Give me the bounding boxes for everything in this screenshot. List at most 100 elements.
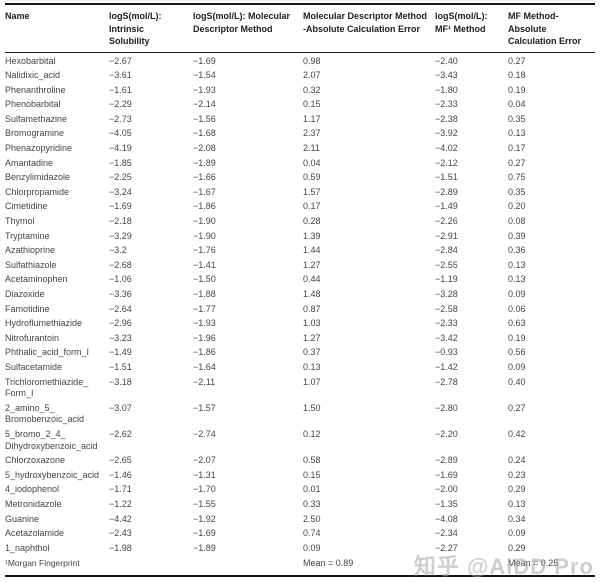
compound-name-cell: Sulfacetamide: [5, 361, 63, 372]
value-cell: 0.15: [303, 99, 321, 110]
value-cell: −3.61: [109, 70, 132, 81]
table-row: Cimetidine −1.69 −1.86 0.17 −1.49 0.20: [5, 198, 595, 213]
compound-name-cell: Amantadine: [5, 157, 54, 168]
empty-cell: [109, 554, 193, 577]
compound-name-cell: Chlorpropamide: [5, 186, 70, 197]
table-row: Acetazolamide −2.43 −1.69 0.74 −2.34 0.09: [5, 525, 595, 540]
value-cell: −3.36: [109, 289, 132, 299]
value-cell: −3.23: [109, 332, 132, 343]
table-row: Azathioprine −3.2 −1.76 1.44 −2.84 0.36: [5, 242, 595, 257]
value-cell: −1.92: [193, 513, 216, 524]
value-cell: −2.12: [435, 157, 458, 168]
value-cell: −1.42: [435, 361, 458, 372]
column-header-3: Molecular Descriptor Method -Absolute Ca…: [303, 4, 435, 53]
table-row: Tryptamine −3.29 −1.90 1.39 −2.91 0.39: [5, 228, 595, 243]
value-cell: 0.17: [508, 143, 526, 154]
value-cell: 2.50: [303, 513, 321, 524]
value-cell: 0.34: [508, 513, 526, 524]
value-cell: −2.33: [435, 318, 458, 329]
compound-name-cell: Tryptamine: [5, 230, 50, 241]
value-cell: −3.24: [109, 186, 132, 197]
value-cell: −2.78: [435, 376, 458, 387]
value-cell: −1.69: [193, 528, 216, 539]
value-cell: −3.28: [435, 289, 458, 299]
table-row: Chlorzoxazone −2.65 −2.07 0.58 −2.89 0.24: [5, 452, 595, 467]
table-row: Guanine −4.42 −1.92 2.50 −4.08 0.34: [5, 511, 595, 526]
value-cell: −1.98: [109, 542, 132, 553]
value-cell: −1.69: [109, 201, 132, 212]
compound-name-cell: Benzylimidazole: [5, 172, 71, 183]
value-cell: −3.29: [109, 230, 132, 241]
value-cell: −1.69: [193, 55, 216, 66]
value-cell: 1.17: [303, 113, 321, 124]
table-row: Hydroflumethiazide −2.96 −1.93 1.03 −2.33 0.6…: [5, 315, 595, 330]
value-cell: 0.28: [303, 216, 321, 227]
value-cell: 1.27: [303, 259, 321, 270]
value-cell: −2.38: [435, 113, 458, 124]
compound-name-cell: 5_hydroxybenzoic_acid: [5, 469, 100, 480]
value-cell: 0.08: [508, 216, 526, 227]
table-row: Famotidine −2.64 −1.77 0.87 −2.58 0.06: [5, 301, 595, 316]
compound-name-cell: 2_amino_5_ Bromobenzoic_acid: [5, 402, 85, 425]
value-cell: −1.68: [193, 128, 216, 139]
empty-cell: [193, 554, 303, 577]
footer-row: ¹Morgan Fingerprint Mean = 0.89 Mean = 0.2…: [5, 554, 595, 577]
value-cell: 0.33: [303, 498, 321, 509]
compound-name-cell: Nitrofurantoin: [5, 332, 60, 343]
value-cell: −2.89: [435, 186, 458, 197]
table-row: 4_iodophenol −1.71 −1.70 0.01 −2.00 0.29: [5, 481, 595, 496]
value-cell: 0.44: [303, 274, 321, 285]
value-cell: 1.27: [303, 332, 321, 343]
value-cell: −2.33: [435, 99, 458, 110]
value-cell: 0.04: [508, 99, 526, 110]
compound-name-cell: 1_naphthol: [5, 542, 50, 553]
value-cell: 0.56: [508, 347, 526, 358]
value-cell: −2.62: [109, 428, 132, 439]
value-cell: −1.77: [193, 303, 216, 314]
value-cell: −1.57: [193, 402, 216, 413]
column-header-0: Name: [5, 4, 109, 53]
value-cell: 0.59: [303, 172, 321, 183]
value-cell: 0.27: [508, 402, 526, 413]
value-cell: −1.54: [193, 70, 216, 81]
value-cell: 0.09: [508, 289, 526, 299]
value-cell: −1.90: [193, 230, 216, 241]
value-cell: −2.91: [435, 230, 458, 241]
value-cell: −2.20: [435, 428, 458, 439]
table-row: Phenanthroline −1.61 −1.93 0.32 −1.80 0.19: [5, 82, 595, 97]
value-cell: −1.90: [193, 216, 216, 227]
value-cell: −3.43: [435, 70, 458, 81]
table-row: Nalidixic_acid −3.61 −1.54 2.07 −3.43 0.18: [5, 67, 595, 82]
value-cell: −2.55: [435, 259, 458, 270]
value-cell: −1.80: [435, 84, 458, 95]
compound-name-cell: Phenazopyridine: [5, 143, 73, 154]
value-cell: 0.35: [508, 186, 526, 197]
compound-name-cell: Sulfathiazole: [5, 259, 57, 270]
value-cell: −2.07: [193, 455, 216, 466]
value-cell: 1.39: [303, 230, 321, 241]
value-cell: 0.29: [508, 542, 526, 553]
value-cell: 0.63: [508, 318, 526, 329]
value-cell: −2.18: [109, 216, 132, 227]
value-cell: −2.96: [109, 318, 132, 329]
value-cell: −2.64: [109, 303, 132, 314]
table-row: Bromogramine −4.05 −1.68 2.37 −3.92 0.13: [5, 125, 595, 140]
value-cell: −2.89: [435, 455, 458, 466]
value-cell: 2.11: [303, 143, 320, 154]
compound-name-cell: Phenanthroline: [5, 84, 66, 95]
value-cell: −2.29: [109, 99, 132, 110]
value-cell: −1.71: [109, 484, 132, 495]
table-row: Benzylimidazole −2.25 −1.66 0.59 −1.51 0.75: [5, 169, 595, 184]
value-cell: −1.93: [193, 318, 216, 329]
value-cell: −1.19: [435, 274, 458, 285]
footnote: ¹Morgan Fingerprint: [5, 554, 109, 577]
column-header-5: MF Method- Absolute Calculation Error: [508, 4, 595, 53]
value-cell: 0.15: [303, 469, 321, 480]
value-cell: 0.58: [303, 455, 321, 466]
value-cell: 0.13: [508, 498, 526, 509]
value-cell: −1.89: [193, 157, 216, 168]
value-cell: 0.39: [508, 230, 526, 241]
table-footer: ¹Morgan Fingerprint Mean = 0.89 Mean = 0.2…: [5, 554, 595, 577]
value-cell: 0.13: [508, 274, 526, 285]
column-header-4: logS(mol/L): MF¹ Method: [435, 4, 508, 53]
